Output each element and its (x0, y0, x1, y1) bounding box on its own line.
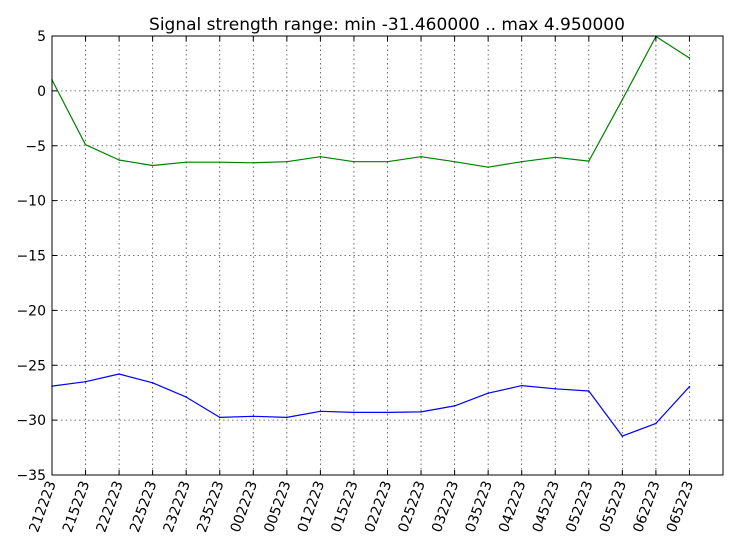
x-tick-label: 002223 (228, 479, 261, 535)
x-tick-label: 022223 (362, 479, 395, 535)
y-axis-tick-labels: 5 0 −5 −10 −15 −20 −25 −30 −35 (16, 29, 46, 484)
data-point (386, 160, 389, 163)
x-tick-label: 015223 (328, 479, 361, 535)
data-point (252, 161, 255, 164)
data-point (554, 388, 557, 390)
data-point (621, 435, 624, 437)
data-point (588, 390, 590, 392)
x-tick-label: 052223 (563, 479, 596, 535)
plot-area-frame (51, 35, 724, 476)
x-tick-label: 232223 (161, 479, 194, 535)
x-tick-label: 035223 (463, 479, 496, 535)
y-tick-label: −5 (25, 139, 46, 155)
x-tick-label: 065223 (664, 479, 697, 535)
data-point (520, 384, 523, 387)
series-layer (51, 35, 691, 437)
data-point (588, 160, 590, 162)
x-tick-label: 042223 (496, 479, 529, 535)
data-point (353, 160, 355, 163)
data-point (353, 411, 355, 414)
data-point (286, 160, 288, 163)
data-point (554, 156, 557, 159)
series-line-0 (51, 35, 690, 168)
x-tick-label: 212223 (26, 479, 59, 535)
x-tick-label: 225223 (127, 479, 160, 535)
data-point (520, 160, 523, 163)
x-tick-label: 012223 (295, 479, 328, 535)
series-line-1 (51, 373, 690, 437)
data-point (420, 155, 422, 158)
y-tick-label: 0 (37, 84, 46, 100)
x-tick-label: 032223 (429, 479, 462, 535)
data-point (487, 166, 489, 168)
y-tick-label: −15 (16, 249, 46, 265)
axis-ticks (51, 35, 723, 476)
data-point (185, 161, 187, 164)
data-point (386, 411, 389, 414)
data-point (84, 380, 87, 383)
data-point (286, 416, 288, 419)
data-point (453, 160, 456, 163)
data-point (151, 164, 154, 167)
x-tick-label: 045223 (530, 479, 563, 535)
x-tick-label: 025223 (395, 479, 428, 535)
data-point (319, 155, 322, 158)
x-tick-label: 005223 (261, 479, 294, 535)
data-point (319, 410, 322, 413)
chart-title: Signal strength range: min -31.460000 ..… (149, 15, 625, 35)
y-tick-label: −35 (16, 468, 46, 484)
grid-lines (52, 36, 723, 475)
data-point (84, 143, 87, 146)
data-point (655, 422, 657, 425)
x-tick-label: 222223 (94, 479, 127, 535)
y-tick-label: 5 (37, 29, 46, 45)
data-point (688, 385, 691, 388)
data-point (688, 57, 691, 59)
x-tick-label: 062223 (630, 479, 663, 535)
data-point (252, 415, 255, 418)
data-point (487, 392, 489, 395)
data-point (218, 416, 221, 419)
data-point (118, 373, 120, 375)
y-tick-label: −30 (16, 413, 46, 429)
data-point (453, 405, 456, 407)
data-point (218, 161, 221, 164)
x-axis-tick-labels: 212223 215223 222223 225223 232223 235223 0022… (26, 479, 697, 535)
data-point (420, 411, 422, 413)
x-tick-label: 235223 (194, 479, 227, 535)
x-tick-label: 055223 (597, 479, 630, 535)
data-point (151, 382, 154, 384)
y-tick-label: −10 (16, 194, 46, 210)
y-tick-label: −20 (16, 303, 46, 319)
data-point (185, 396, 187, 398)
data-point (118, 159, 120, 161)
x-tick-label: 215223 (60, 479, 93, 535)
data-point (621, 98, 624, 101)
y-tick-label: −25 (16, 358, 46, 374)
